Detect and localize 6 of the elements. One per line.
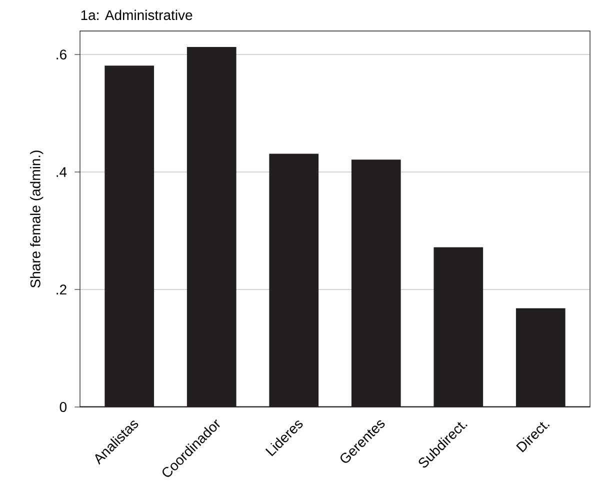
y-tick-label: 0 <box>60 402 67 412</box>
y-tick-label: .4 <box>56 167 67 177</box>
chart-title: 1a: Administrative <box>81 10 192 20</box>
y-tick-label: .2 <box>56 284 66 294</box>
y-axis-title: Share female (admin.) <box>30 150 44 288</box>
y-tick-label: .6 <box>56 50 66 60</box>
